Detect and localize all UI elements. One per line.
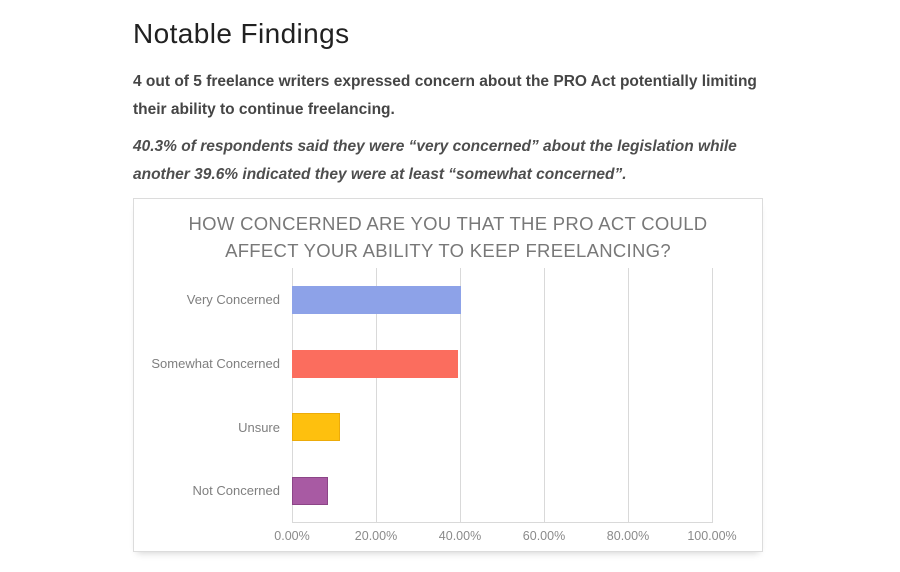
gridline-60 bbox=[543, 268, 545, 523]
x-tick-label: 20.00% bbox=[354, 529, 398, 543]
gridline-20 bbox=[375, 268, 377, 523]
bar-unsure bbox=[292, 413, 341, 442]
gridline-40 bbox=[459, 268, 461, 523]
x-tick-label: 80.00% bbox=[606, 529, 650, 543]
survey-chart-card: HOW CONCERNED ARE YOU THAT THE PRO ACT C… bbox=[133, 198, 763, 552]
page-title: Notable Findings bbox=[133, 18, 350, 49]
category-label-very-concerned: Very Concerned bbox=[186, 292, 280, 307]
chart-value-axis: 0.00% 20.00% 40.00% 60.00% 80.00% 100.00% bbox=[274, 529, 736, 547]
category-label-somewhat-concerned: Somewhat Concerned bbox=[151, 355, 280, 371]
x-tick-label: 0.00% bbox=[274, 529, 310, 543]
gridline-80 bbox=[627, 268, 629, 523]
x-tick-label: 40.00% bbox=[438, 529, 482, 543]
bar-not-concerned bbox=[292, 477, 329, 506]
gridline-0 bbox=[291, 268, 293, 523]
gridline-100 bbox=[711, 268, 713, 523]
category-label-not-concerned: Not Concerned bbox=[192, 483, 280, 499]
bar-somewhat-concerned bbox=[292, 349, 459, 378]
x-tick-label: 100.00% bbox=[687, 529, 737, 543]
x-tick-label: 60.00% bbox=[522, 529, 566, 543]
chart-plot-area bbox=[291, 268, 713, 523]
category-label-unsure: Unsure bbox=[238, 419, 280, 435]
findings-paragraph-italic: 40.3% of respondents said they were “ver… bbox=[133, 138, 737, 183]
chart-category-axis: Very Concerned Somewhat Concerned Unsure No… bbox=[142, 268, 280, 523]
chart-title: HOW CONCERNED ARE YOU THAT THE PRO ACT C… bbox=[188, 213, 708, 261]
bar-very-concerned bbox=[292, 285, 462, 314]
findings-paragraph-bold: 4 out of 5 freelance writers expressed c… bbox=[133, 73, 757, 118]
